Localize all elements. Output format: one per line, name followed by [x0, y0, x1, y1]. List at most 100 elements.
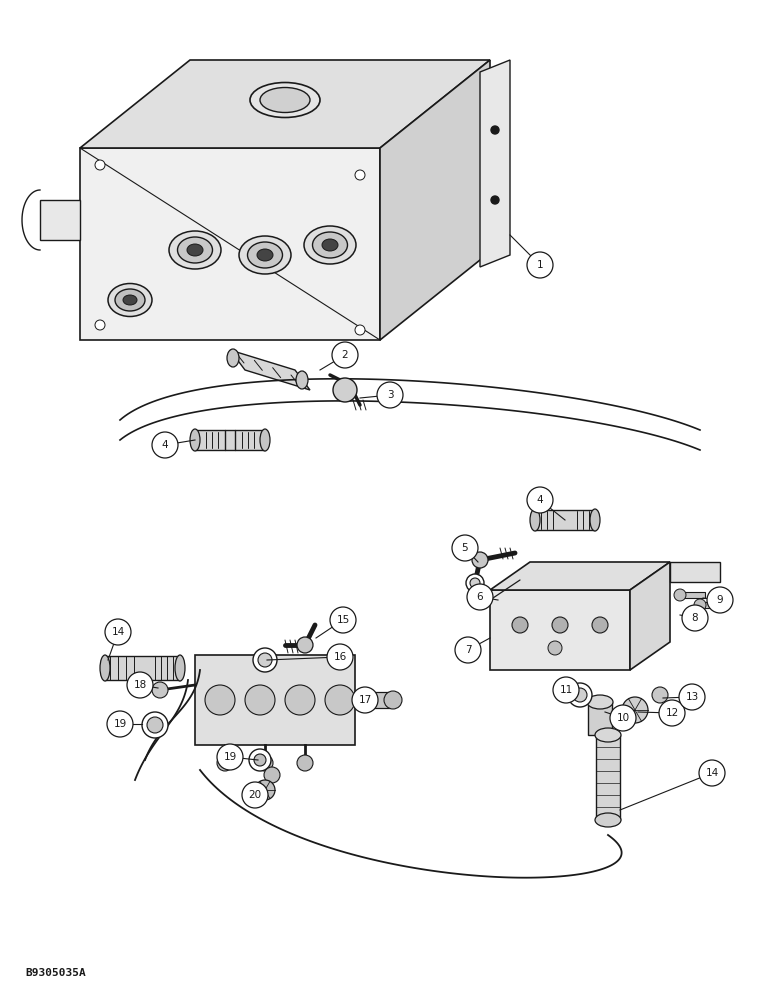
Circle shape [95, 320, 105, 330]
Circle shape [254, 754, 266, 766]
Ellipse shape [123, 295, 137, 305]
Polygon shape [588, 702, 612, 735]
Ellipse shape [248, 242, 283, 268]
Circle shape [152, 682, 168, 698]
Circle shape [610, 705, 636, 731]
Polygon shape [80, 148, 380, 340]
Circle shape [127, 672, 153, 698]
Circle shape [659, 700, 685, 726]
Circle shape [245, 685, 275, 715]
Ellipse shape [239, 236, 291, 274]
Text: 2: 2 [342, 350, 348, 360]
Circle shape [592, 617, 608, 633]
Text: 5: 5 [462, 543, 469, 553]
Circle shape [255, 780, 275, 800]
Circle shape [652, 687, 668, 703]
Polygon shape [480, 60, 510, 267]
Text: 14: 14 [706, 768, 719, 778]
Text: 17: 17 [358, 695, 371, 705]
Circle shape [333, 378, 357, 402]
Circle shape [491, 196, 499, 204]
Circle shape [258, 653, 272, 667]
Circle shape [568, 683, 592, 707]
Circle shape [355, 325, 365, 335]
Polygon shape [105, 656, 180, 680]
Text: 7: 7 [465, 645, 472, 655]
Polygon shape [596, 735, 620, 820]
Circle shape [699, 760, 725, 786]
Circle shape [297, 637, 313, 653]
Text: 18: 18 [134, 680, 147, 690]
Polygon shape [680, 592, 705, 598]
Circle shape [107, 711, 133, 737]
Polygon shape [490, 590, 630, 670]
Text: 19: 19 [113, 719, 127, 729]
Circle shape [552, 617, 568, 633]
Circle shape [527, 487, 553, 513]
Circle shape [205, 685, 235, 715]
Ellipse shape [296, 371, 308, 389]
Circle shape [217, 744, 243, 770]
Polygon shape [380, 60, 490, 340]
Circle shape [553, 677, 579, 703]
Circle shape [95, 160, 105, 170]
Circle shape [472, 552, 488, 568]
Circle shape [466, 574, 484, 592]
Ellipse shape [313, 232, 347, 258]
Text: 12: 12 [665, 708, 679, 718]
Circle shape [142, 712, 168, 738]
Text: 14: 14 [111, 627, 124, 637]
Ellipse shape [190, 429, 200, 451]
Circle shape [147, 717, 163, 733]
Ellipse shape [595, 813, 621, 827]
Circle shape [707, 587, 733, 613]
Text: 20: 20 [249, 790, 262, 800]
Circle shape [384, 691, 402, 709]
Ellipse shape [304, 226, 356, 264]
Ellipse shape [108, 284, 152, 316]
Circle shape [264, 767, 280, 783]
Ellipse shape [260, 429, 270, 451]
Polygon shape [670, 562, 720, 582]
Circle shape [355, 170, 365, 180]
Circle shape [674, 589, 686, 601]
Circle shape [352, 687, 378, 713]
Circle shape [297, 755, 313, 771]
Circle shape [470, 578, 480, 588]
Circle shape [325, 685, 355, 715]
Ellipse shape [250, 83, 320, 117]
Text: 13: 13 [686, 692, 699, 702]
Polygon shape [630, 562, 670, 670]
Ellipse shape [175, 655, 185, 681]
Text: B9305035A: B9305035A [25, 968, 86, 978]
Circle shape [452, 535, 478, 561]
Ellipse shape [100, 655, 110, 681]
Circle shape [253, 648, 277, 672]
Text: 8: 8 [692, 613, 699, 623]
Circle shape [332, 342, 358, 368]
Text: 1: 1 [537, 260, 543, 270]
Polygon shape [490, 562, 670, 590]
Circle shape [285, 685, 315, 715]
Text: 4: 4 [537, 495, 543, 505]
Text: 6: 6 [476, 592, 483, 602]
Polygon shape [700, 602, 725, 608]
Ellipse shape [169, 231, 221, 269]
Ellipse shape [260, 88, 310, 112]
Text: 15: 15 [337, 615, 350, 625]
Ellipse shape [227, 349, 239, 367]
Polygon shape [195, 430, 265, 450]
Ellipse shape [115, 289, 145, 311]
Circle shape [694, 599, 706, 611]
Circle shape [682, 605, 708, 631]
Text: 10: 10 [616, 713, 629, 723]
Text: 11: 11 [560, 685, 573, 695]
Circle shape [327, 644, 353, 670]
Polygon shape [230, 350, 310, 390]
Circle shape [152, 432, 178, 458]
Circle shape [105, 619, 131, 645]
Circle shape [491, 126, 499, 134]
Ellipse shape [187, 244, 203, 256]
Circle shape [622, 697, 648, 723]
Text: 9: 9 [716, 595, 723, 605]
